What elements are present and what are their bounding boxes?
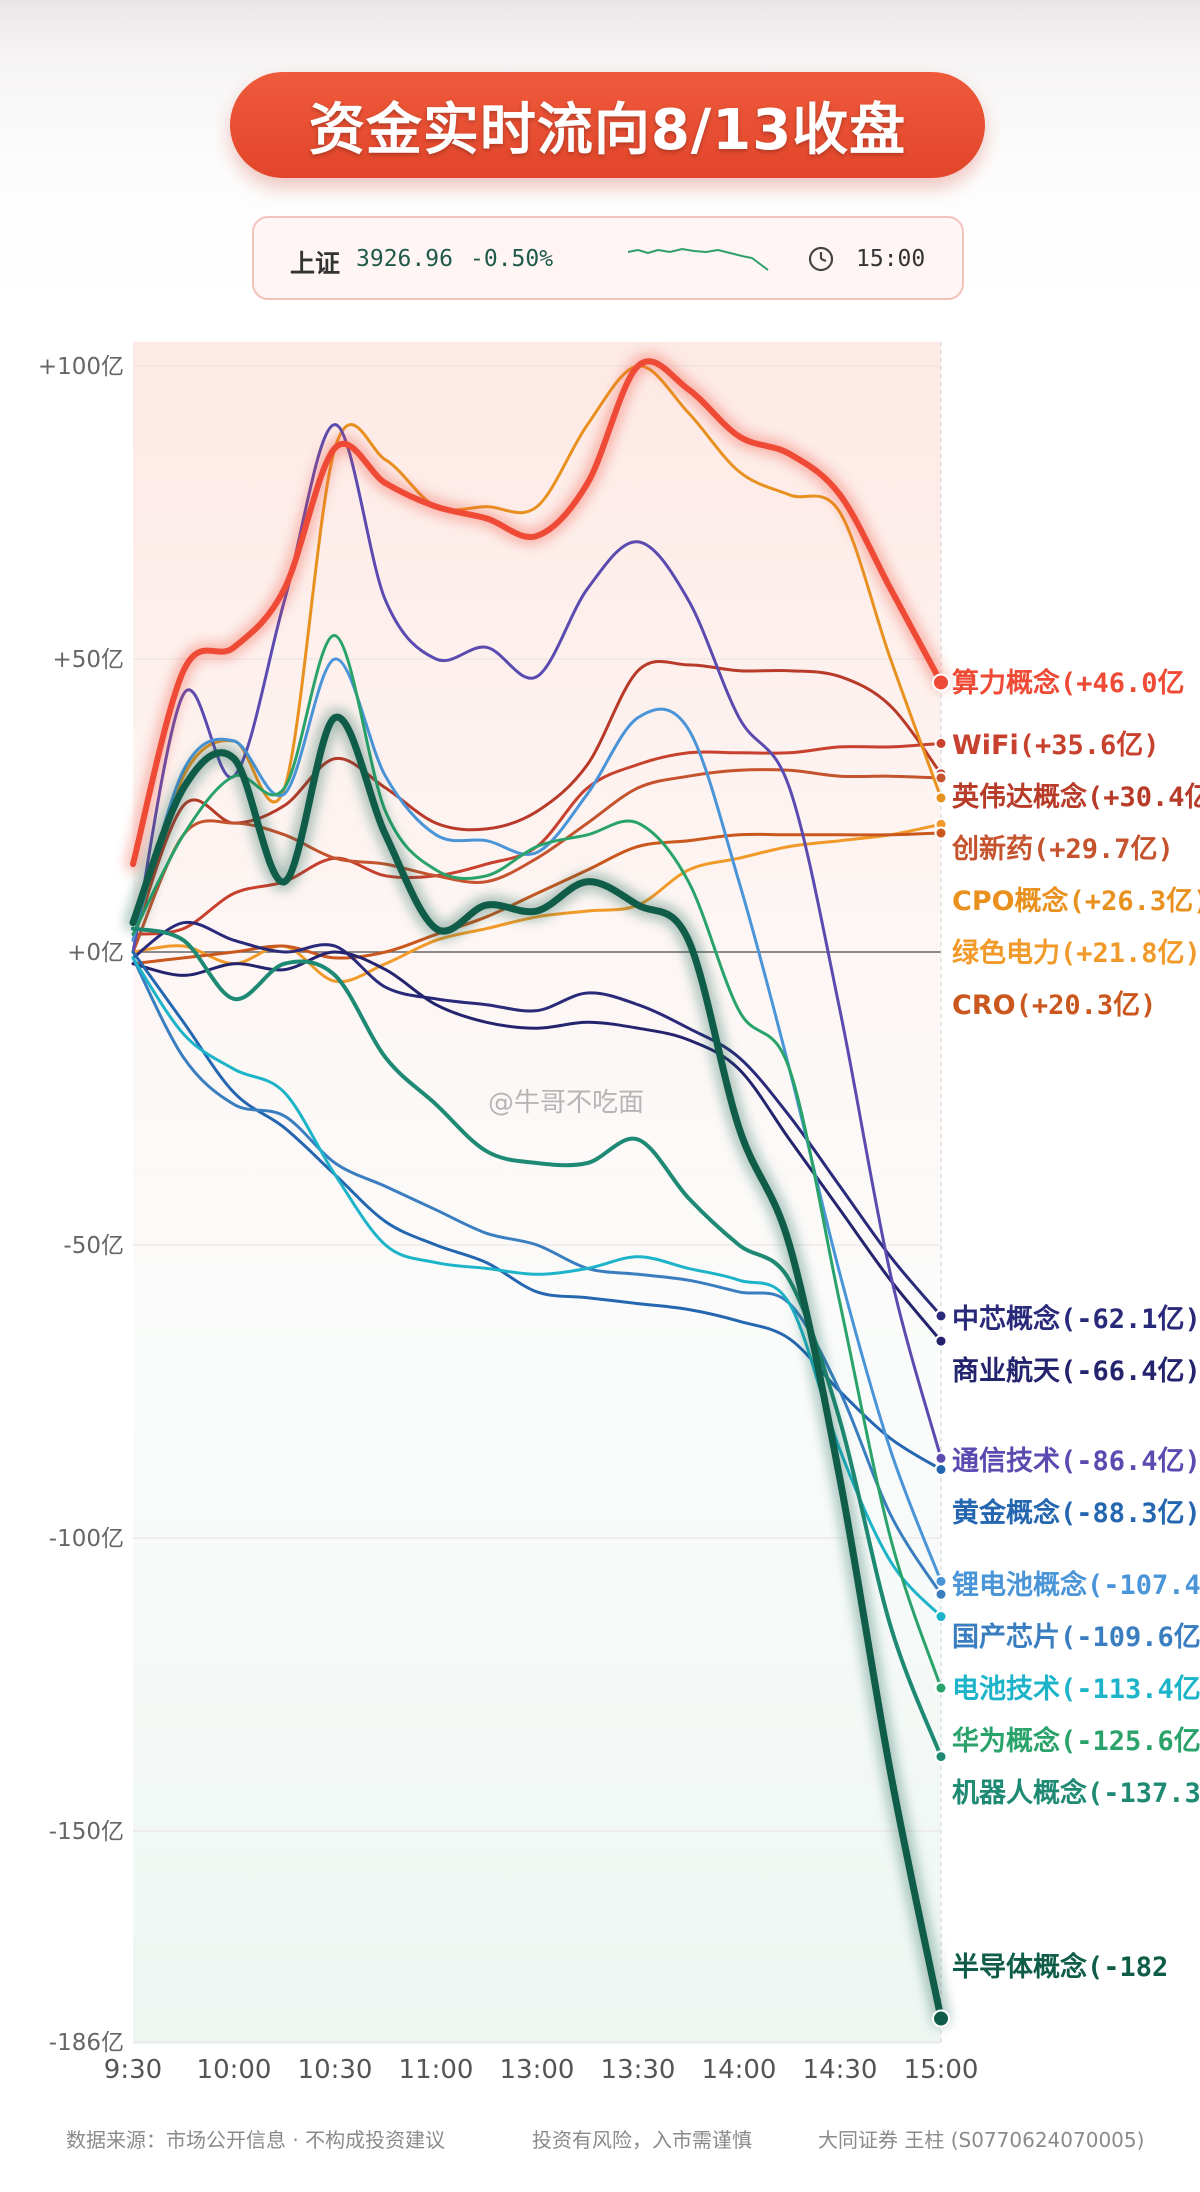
index-ticker: 上证 3926.96 -0.50% 15:00 <box>252 216 964 300</box>
x-tick-label: 10:30 <box>298 2055 373 2085</box>
series-中芯概念-line <box>131 920 943 1318</box>
x-tick-label: 13:30 <box>601 2055 676 2085</box>
series-算力概念-end-point <box>932 673 950 692</box>
x-tick-label: 11:00 <box>399 2055 474 2085</box>
series-黄金概念-line <box>131 950 943 1471</box>
footer-source: 数据来源：市场公开信息 · 不构成投资建议 <box>66 2128 446 2152</box>
series-通信技术-line <box>131 423 943 1460</box>
series-lines <box>124 353 950 2028</box>
x-tick-label: 13:00 <box>500 2055 575 2085</box>
series-label-国产芯片: 国产芯片(-109.6亿 <box>952 1622 1200 1653</box>
y-tick-label: -50亿 <box>63 1233 124 1259</box>
x-tick-label: 14:00 <box>702 2055 777 2085</box>
sparkline-icon <box>627 247 769 271</box>
series-label-CPO概念: CPO概念(+26.3亿) <box>952 885 1200 917</box>
series-label-英伟达概念: 英伟达概念(+30.4亿 <box>952 781 1200 813</box>
x-tick-label: 15:00 <box>904 2055 979 2085</box>
series-锂电池概念-line <box>131 657 943 1583</box>
series-华为概念-end-point <box>934 1681 948 1695</box>
series-label-华为概念: 华为概念(-125.6亿 <box>952 1725 1200 1757</box>
y-tick-label: -100亿 <box>49 1526 124 1552</box>
series-label-半导体概念: 半导体概念(-182 <box>952 1951 1168 1983</box>
x-tick-label: 14:30 <box>803 2055 878 2085</box>
page-title: 资金实时流向8/13收盘 <box>308 97 907 163</box>
series-通信技术-end-point <box>934 1451 948 1465</box>
title-banner: 资金实时流向8/13收盘 <box>230 72 985 178</box>
series-半导体概念-line <box>129 713 945 2022</box>
series-黄金概念-end-point <box>934 1462 948 1476</box>
x-tick-label: 9:30 <box>104 2055 162 2085</box>
footer: 数据来源：市场公开信息 · 不构成投资建议 投资有风险，入市需谨慎 大同证券 王… <box>0 2124 1200 2156</box>
y-tick-label: +50亿 <box>52 647 124 673</box>
series-商业航天-end-point <box>934 1334 948 1348</box>
series-label-机器人概念: 机器人概念(-137.3 <box>952 1777 1200 1809</box>
series-label-通信技术: 通信技术(-86.4亿) <box>952 1446 1200 1477</box>
series-label-电池技术: 电池技术(-113.4亿 <box>952 1674 1200 1705</box>
footer-advisor: 大同证券 王柱 (S0770624070005) <box>818 2128 1145 2152</box>
series-labels: 算力概念(+46.0亿 WiFi(+35.6亿) 英伟达概念(+30.4亿创新药(+… <box>951 667 1200 1983</box>
footer-risk: 投资有风险，入市需谨慎 <box>532 2128 752 2152</box>
index-change: -0.50% <box>470 246 554 272</box>
series-label-锂电池概念: 锂电池概念(-107.4 <box>952 1569 1200 1601</box>
y-tick-label: +0亿 <box>67 940 124 966</box>
series-商业航天-line <box>131 950 943 1343</box>
y-tick-label: +100亿 <box>38 354 124 380</box>
index-value: 3926.96 <box>356 246 453 272</box>
close-time: 15:00 <box>856 246 926 272</box>
series-CPO概念-end-point <box>934 791 948 805</box>
series-锂电池概念-end-point <box>934 1574 948 1588</box>
series-中芯概念-end-point <box>934 1309 948 1323</box>
y-tick-label: -150亿 <box>49 1819 124 1845</box>
series-label-CRO: CRO(+20.3亿) <box>952 990 1156 1021</box>
series-label-创新药: 创新药(+29.7亿) <box>951 833 1174 865</box>
y-tick-label: -186亿 <box>49 2030 124 2056</box>
series-创新药-line <box>131 768 943 954</box>
series-label-WiFi: WiFi(+35.6亿) <box>952 730 1160 761</box>
series-CRO-end-point <box>934 826 948 840</box>
series-算力概念-line <box>130 358 944 868</box>
series-机器人概念-line <box>131 926 943 1759</box>
series-创新药-end-point <box>934 771 948 785</box>
index-name: 上证 <box>290 249 341 278</box>
series-国产芯片-end-point <box>934 1587 948 1601</box>
watermark: @牛哥不吃面 <box>488 1088 645 1118</box>
series-半导体概念-end-point <box>932 2009 950 2028</box>
series-label-商业航天: 商业航天(-66.4亿) <box>952 1355 1200 1387</box>
series-label-黄金概念: 黄金概念(-88.3亿) <box>952 1497 1200 1529</box>
series-label-算力概念: 算力概念(+46.0亿 <box>952 667 1185 699</box>
clock-icon <box>808 246 834 272</box>
series-CPO概念-line <box>131 364 943 942</box>
series-华为概念-line <box>131 634 943 1690</box>
series-机器人概念-end-point <box>934 1750 948 1764</box>
series-label-绿色电力: 绿色电力(+21.8亿) <box>952 937 1200 969</box>
series-label-中芯概念: 中芯概念(-62.1亿) <box>952 1303 1200 1335</box>
series-电池技术-end-point <box>934 1610 948 1624</box>
series-WiFi-end-point <box>934 736 948 750</box>
x-tick-label: 10:00 <box>197 2055 272 2085</box>
series-国产芯片-line <box>131 956 943 1596</box>
